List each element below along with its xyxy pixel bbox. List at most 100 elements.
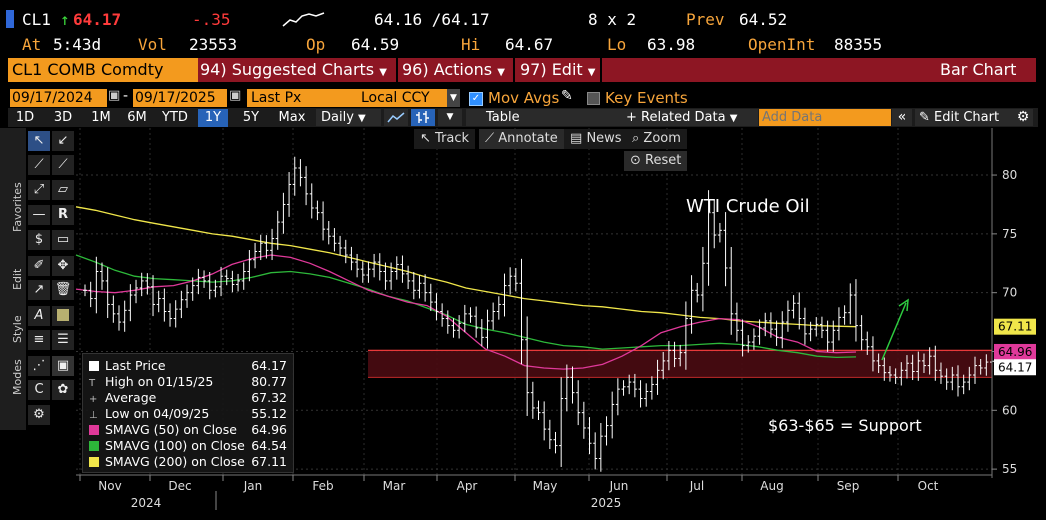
edit-menu[interactable]: 97) Edit ▼ (520, 60, 595, 79)
add-data-input[interactable] (759, 109, 891, 126)
trash-icon[interactable]: 🗑 (52, 280, 74, 300)
price-bar (842, 305, 847, 325)
price-bar (604, 416, 609, 446)
price-bar (972, 356, 977, 384)
zoom-button[interactable]: ⌕ Zoom (626, 129, 687, 149)
range-button-5y[interactable]: 5Y (242, 110, 260, 125)
price-bar (292, 156, 297, 196)
dotted-line-icon[interactable]: ⋰ (28, 356, 50, 376)
price-bar (655, 359, 660, 395)
fill-color-icon[interactable] (52, 306, 74, 326)
reset-button[interactable]: ⊙ Reset (624, 151, 688, 171)
rectangle-icon[interactable]: ▭ (52, 230, 74, 250)
gear-icon[interactable]: ⚙ (1013, 109, 1033, 126)
annotate-button[interactable]: ⟋ Annotate (479, 129, 564, 149)
pencil-icon[interactable]: ✎ (561, 88, 573, 104)
legend-value: 64.17 (251, 358, 287, 373)
pointer-tool-icon[interactable]: ↖ (28, 131, 50, 151)
price-bar (196, 268, 201, 295)
range-button-6m[interactable]: 6M (127, 110, 147, 125)
legend-row[interactable]: Last Price (89, 358, 166, 373)
calendar-icon[interactable]: ▣ (229, 88, 242, 103)
trend-line-icon[interactable]: ⟋ (28, 155, 50, 175)
time-value: 5:43d (53, 35, 102, 54)
draw-line-tool-icon[interactable]: ↙ (52, 131, 74, 151)
brush-icon[interactable]: ✐ (28, 256, 50, 276)
range-button-3d[interactable]: 3D (53, 110, 73, 125)
price-bar (513, 268, 518, 292)
price-bar (406, 265, 411, 290)
line-chart-icon[interactable] (384, 109, 408, 126)
table-button[interactable]: Table (466, 109, 636, 126)
range-button-ytd[interactable]: YTD (162, 110, 188, 125)
price-label-box (994, 359, 1036, 376)
line-width-icon[interactable]: ☰ (52, 330, 74, 350)
retracement-icon[interactable]: R (52, 205, 74, 225)
price-bar (547, 419, 552, 450)
range-button-max[interactable]: Max (278, 110, 306, 125)
mov-avgs-checkbox[interactable]: ✓ (469, 92, 483, 106)
actions-label: 96) Actions (402, 60, 493, 79)
legend-row[interactable]: SMAVG (200) on Close (89, 454, 245, 469)
color-palette-icon[interactable]: ✿ (52, 380, 74, 400)
magnet-icon[interactable]: C (28, 380, 50, 400)
price-bar (933, 345, 938, 381)
caret-down-icon[interactable]: ▼ (447, 89, 460, 107)
edit-chart-label: Edit Chart (934, 110, 1000, 125)
line-style-icon[interactable]: ≡ (28, 330, 50, 350)
field-select[interactable]: Last Px (247, 89, 357, 107)
legend-row[interactable]: ⊥ Low on 04/09/25 (89, 406, 209, 421)
start-date-field[interactable]: 09/17/2024 (10, 89, 107, 107)
legend-row[interactable]: SMAVG (50) on Close (89, 422, 237, 437)
security-field[interactable]: CL1 COMB Comdty (8, 58, 200, 82)
price-label-box (994, 318, 1036, 335)
range-button-1d[interactable]: 1D (15, 110, 35, 125)
bar-chart-icon[interactable] (411, 109, 435, 126)
security-label: CL1 COMB Comdty (12, 60, 164, 79)
frequency-select[interactable]: Daily ▼ (316, 109, 381, 126)
key-events-checkbox[interactable] (587, 92, 600, 105)
chart-type-label[interactable]: Bar Chart (940, 60, 1017, 79)
text-style-icon[interactable]: A (28, 306, 50, 326)
price-bar (859, 315, 864, 351)
price-bar (649, 376, 654, 400)
move-icon[interactable]: ✥ (52, 256, 74, 276)
edit-label: 97) Edit (520, 60, 583, 79)
legend-row[interactable]: SMAVG (100) on Close (89, 438, 245, 453)
price-label-icon[interactable]: $ (28, 230, 50, 250)
horizontal-line-icon[interactable]: — (28, 205, 50, 225)
ticker[interactable]: CL1 (22, 10, 51, 29)
menu-bar (198, 58, 1036, 82)
range-button-1y[interactable]: 1Y (198, 109, 228, 127)
open-label: Op (306, 35, 326, 54)
legend-row[interactable]: + Average (89, 390, 156, 405)
channel-icon[interactable]: ▱ (52, 180, 74, 200)
end-date-field[interactable]: 09/17/2025 (133, 89, 227, 107)
edit-chart-button[interactable]: ✎ Edit Chart (915, 109, 1013, 126)
segment-line-icon[interactable]: ⤢ (28, 180, 50, 200)
actions-menu[interactable]: 96) Actions ▼ (402, 60, 505, 79)
price-bar (610, 391, 615, 439)
hidden-tool-icon[interactable]: ▣ (52, 356, 74, 376)
price-bar (712, 199, 717, 249)
price-bar (440, 303, 445, 327)
track-button[interactable]: ↖ Track (414, 129, 476, 149)
price-bar (717, 222, 722, 243)
double-chevron-left-icon[interactable]: « (892, 109, 912, 126)
price-bar (202, 270, 207, 288)
select-icon[interactable]: ↗ (28, 280, 50, 300)
suggested-charts-menu[interactable]: 94) Suggested Charts ▼ (200, 60, 387, 79)
legend-row[interactable]: T High on 01/15/25 (89, 374, 213, 389)
news-button[interactable]: ▤ News (564, 129, 628, 149)
ray-line-icon[interactable]: ⟋ (52, 155, 74, 175)
related-data-button[interactable]: + Related Data ▼ (620, 109, 758, 126)
settings-icon[interactable]: ⚙ (28, 405, 50, 425)
caret-down-icon[interactable]: ▼ (438, 109, 462, 126)
price-bar (615, 378, 620, 416)
legend-value: 64.96 (251, 422, 287, 437)
range-button-1m[interactable]: 1M (91, 110, 111, 125)
price-bar (797, 292, 802, 330)
currency-select[interactable]: Local CCY (357, 89, 451, 107)
calendar-icon[interactable]: ▣ (108, 88, 121, 103)
